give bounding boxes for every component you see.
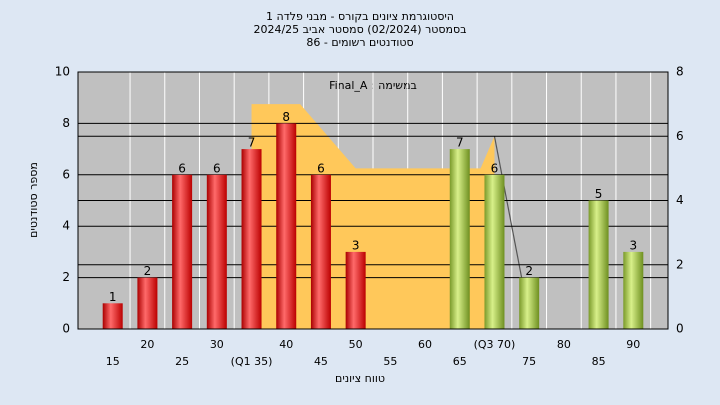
bar <box>172 174 193 329</box>
bar <box>484 174 505 329</box>
chart-title: סטודנטים רשומים - 86 <box>306 36 413 49</box>
y-tick-label: 0 <box>62 322 70 336</box>
bar <box>519 277 540 329</box>
y2-tick-label: 4 <box>676 193 684 207</box>
x-tick-label: 65 <box>453 355 467 368</box>
bar <box>310 174 331 329</box>
data-label: 6 <box>178 161 186 175</box>
data-label: 7 <box>248 136 256 150</box>
x-tick-label: 60 <box>418 338 432 351</box>
line <box>493 136 523 281</box>
x-tick-label: 30 <box>210 338 224 351</box>
chart-title: בסמסטר (02/2024) סמסטר אביב 2024/25 <box>253 23 466 36</box>
bar <box>241 149 262 329</box>
bar <box>102 303 123 329</box>
y-axis-label: מספר סטודנטים <box>27 162 40 238</box>
data-label: 8 <box>282 110 290 124</box>
y-tick-label: 10 <box>55 65 70 79</box>
bar <box>345 251 366 329</box>
x-tick-label: 55 <box>383 355 397 368</box>
x-tick-label: 85 <box>592 355 606 368</box>
x-tick-label: 80 <box>557 338 571 351</box>
y-tick-label: 6 <box>62 167 70 181</box>
bar <box>449 149 470 329</box>
data-label: 7 <box>456 136 464 150</box>
x-tick-label: 45 <box>314 355 328 368</box>
bar <box>206 174 227 329</box>
data-label: 6 <box>213 161 221 175</box>
data-label: 2 <box>525 264 533 278</box>
x-tick-label: 75 <box>522 355 536 368</box>
bar <box>588 200 609 329</box>
x-tick-label: 90 <box>626 338 640 351</box>
x-tick-label: 25 <box>175 355 189 368</box>
chart-title: היסטוגרמת ציונים בקורס - מבני פלדה 1 <box>266 10 454 23</box>
y2-tick-label: 0 <box>676 322 684 336</box>
x-tick-label: (Q1 35) <box>231 355 273 368</box>
data-label: 6 <box>491 161 499 175</box>
x-tick-label: 20 <box>140 338 154 351</box>
data-label: 6 <box>317 161 325 175</box>
y2-tick-label: 2 <box>676 257 684 271</box>
data-label: 3 <box>352 238 360 252</box>
x-tick-label: 15 <box>106 355 120 368</box>
y-tick-label: 8 <box>62 116 70 130</box>
x-tick-label: 40 <box>279 338 293 351</box>
plot-frame <box>77 71 669 330</box>
y2-tick-label: 6 <box>676 129 684 143</box>
bar <box>137 277 158 329</box>
bar <box>623 251 644 329</box>
x-tick-label: (Q3 70) <box>474 338 516 351</box>
x-axis-label: טווח ציונים <box>335 372 385 385</box>
data-label: 3 <box>629 238 637 252</box>
data-label: 5 <box>595 187 603 201</box>
data-label: 1 <box>109 290 117 304</box>
x-tick-label: 50 <box>349 338 363 351</box>
bar <box>276 123 297 330</box>
y2-tick-label: 8 <box>676 65 684 79</box>
y-tick-label: 2 <box>62 270 70 284</box>
data-label: 2 <box>144 264 152 278</box>
y-tick-label: 4 <box>62 219 70 233</box>
